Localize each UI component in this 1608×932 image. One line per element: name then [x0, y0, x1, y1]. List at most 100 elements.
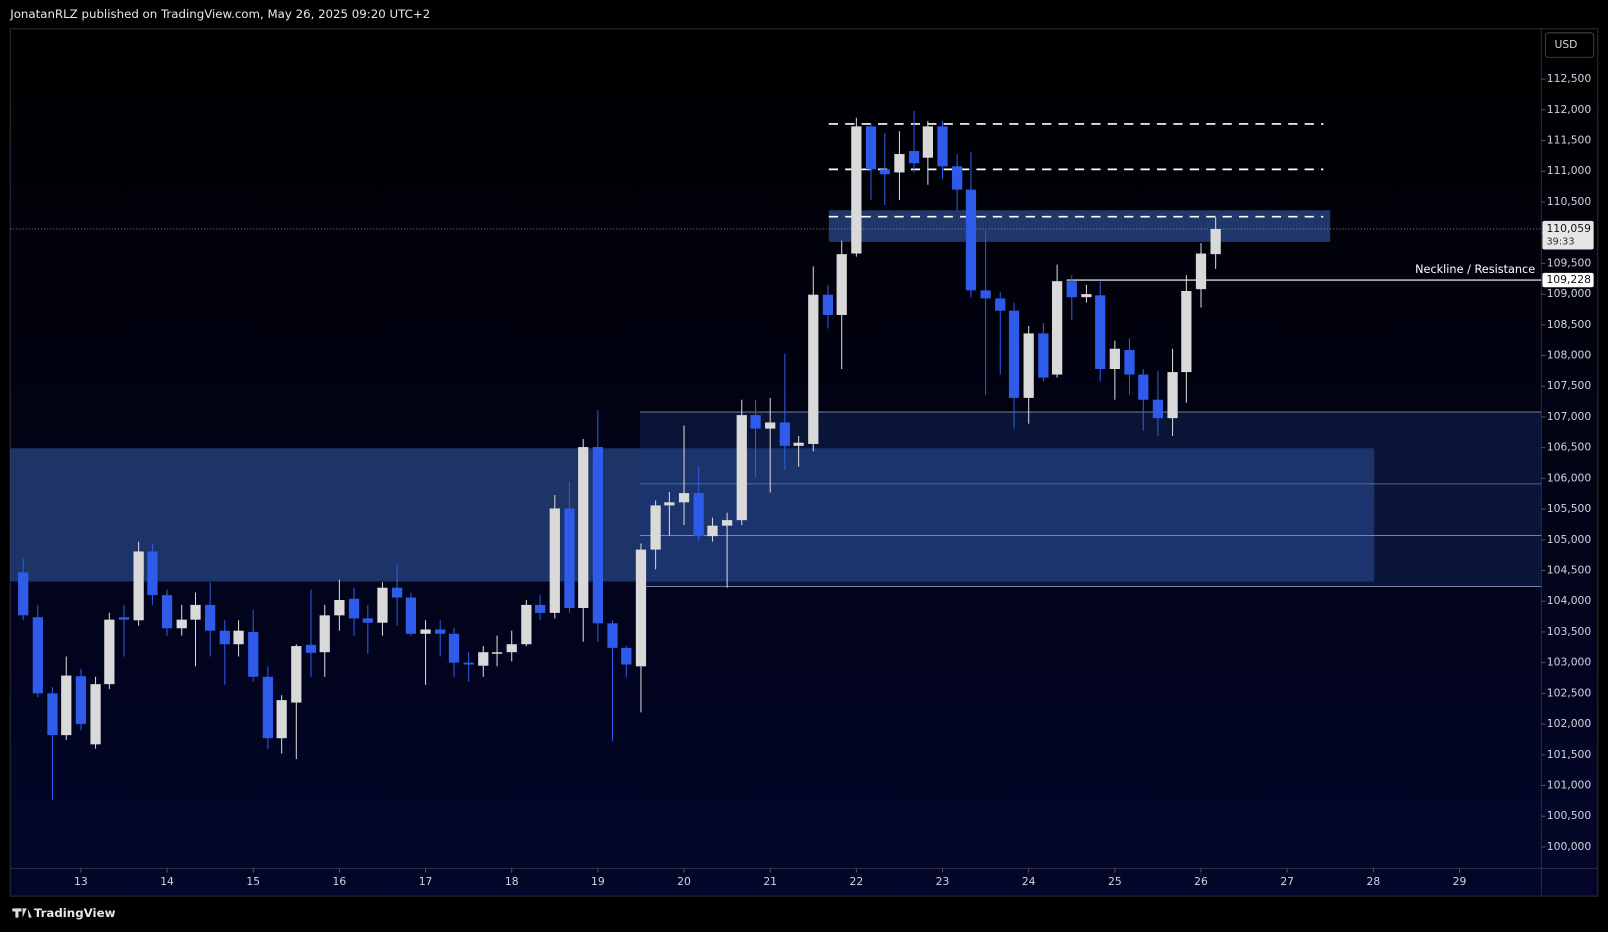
candle-body — [133, 551, 144, 621]
candle-body — [18, 572, 29, 616]
y-tick-label: 100,000 — [1547, 840, 1592, 853]
y-tick-label: 100,500 — [1547, 809, 1592, 822]
x-tick-label: 14 — [160, 875, 174, 888]
y-tick-label: 109,500 — [1547, 256, 1592, 269]
candle-body — [319, 615, 330, 653]
candle-body — [822, 294, 834, 315]
candle-body — [1124, 349, 1135, 375]
candle-body — [248, 631, 259, 677]
x-tick-label: 16 — [333, 875, 347, 888]
candle-body — [664, 502, 675, 506]
y-tick-label: 106,000 — [1547, 471, 1592, 484]
last-price-box — [1542, 220, 1594, 250]
candle-body — [707, 525, 718, 537]
candle-body — [291, 646, 302, 703]
candle-body — [362, 618, 373, 623]
x-tick-label: 23 — [936, 875, 950, 888]
candle-body — [564, 508, 575, 608]
candle-body — [190, 604, 201, 620]
candle-body — [1066, 281, 1077, 298]
candle-body — [47, 693, 58, 736]
candle-body — [736, 415, 747, 521]
y-tick-label: 101,000 — [1547, 779, 1592, 792]
y-tick-label: 103,500 — [1547, 625, 1592, 638]
candle-body — [894, 154, 905, 173]
candle-body — [922, 126, 934, 158]
candle-body — [678, 493, 690, 503]
header: JonatanRLZ published on TradingView.com,… — [9, 7, 430, 21]
candle-body — [1109, 348, 1120, 370]
x-tick-label: 20 — [677, 875, 691, 888]
candle-body — [90, 684, 101, 745]
candle-body — [262, 676, 274, 739]
candle-body — [1051, 281, 1063, 375]
x-tick-label: 18 — [505, 875, 519, 888]
candle-body — [1038, 333, 1049, 378]
x-tick-label: 24 — [1022, 875, 1036, 888]
candle-body — [793, 442, 804, 446]
zone — [828, 210, 1331, 242]
x-tick-label: 22 — [850, 875, 864, 888]
candle-body — [1138, 374, 1149, 400]
candle-body — [391, 587, 403, 598]
y-tick-label: 108,500 — [1547, 318, 1592, 331]
candle-body — [995, 298, 1006, 311]
x-tick-label: 19 — [591, 875, 605, 888]
candle-body — [491, 652, 503, 654]
candle-body — [161, 595, 173, 629]
y-tick-label: 110,500 — [1547, 195, 1592, 208]
y-tick-label: 109,000 — [1547, 287, 1592, 300]
y-tick-label: 105,500 — [1547, 502, 1592, 515]
candle-body — [348, 598, 360, 619]
neckline-price-box — [1542, 272, 1594, 288]
x-tick-label: 27 — [1280, 875, 1294, 888]
candle-body — [219, 630, 230, 645]
candle-body — [75, 676, 87, 725]
candle-body — [1152, 399, 1164, 419]
y-tick-label: 101,500 — [1547, 748, 1592, 761]
neckline-price-label: 109,228 — [1546, 273, 1591, 286]
candle-body — [952, 166, 963, 190]
candle-body — [521, 604, 532, 645]
y-tick-label: 104,500 — [1547, 564, 1592, 577]
candle-body — [851, 126, 862, 254]
candle-body — [937, 126, 948, 167]
last-price-label: 110,059 — [1546, 222, 1591, 235]
candle-body — [377, 587, 388, 623]
x-tick-label: 21 — [763, 875, 777, 888]
y-tick-label: 102,000 — [1547, 717, 1592, 730]
x-tick-label: 15 — [246, 875, 260, 888]
y-tick-label: 106,500 — [1547, 441, 1592, 454]
candle-body — [334, 599, 345, 616]
candle-body — [836, 254, 847, 315]
logo — [12, 908, 32, 918]
x-tick-label: 13 — [74, 875, 88, 888]
candle-body — [32, 617, 43, 694]
candle-body — [750, 415, 761, 429]
candle-body — [549, 508, 560, 613]
candle-body — [765, 422, 776, 429]
zone — [640, 412, 1542, 587]
candle-body — [478, 652, 489, 666]
candle-body — [908, 150, 920, 164]
candle-body — [448, 633, 460, 663]
currency[interactable]: USD — [1554, 38, 1577, 51]
y-tick-label: 112,500 — [1547, 72, 1592, 85]
x-tick-label: 17 — [419, 875, 433, 888]
x-tick-label: 28 — [1366, 875, 1380, 888]
candle-body — [693, 493, 704, 537]
candle-body — [592, 447, 604, 624]
candle-body — [578, 447, 589, 608]
candle-body — [435, 629, 446, 634]
candle-body — [118, 617, 130, 620]
currency-box[interactable] — [1544, 32, 1595, 58]
candle-body — [1167, 372, 1178, 419]
candle-body — [1195, 253, 1207, 290]
candle-body — [1210, 229, 1221, 255]
candle-body — [506, 644, 517, 653]
candle-body — [276, 700, 287, 739]
y-tick-label: 111,500 — [1547, 134, 1592, 147]
candle-body — [463, 662, 474, 665]
candle-body — [233, 630, 244, 645]
